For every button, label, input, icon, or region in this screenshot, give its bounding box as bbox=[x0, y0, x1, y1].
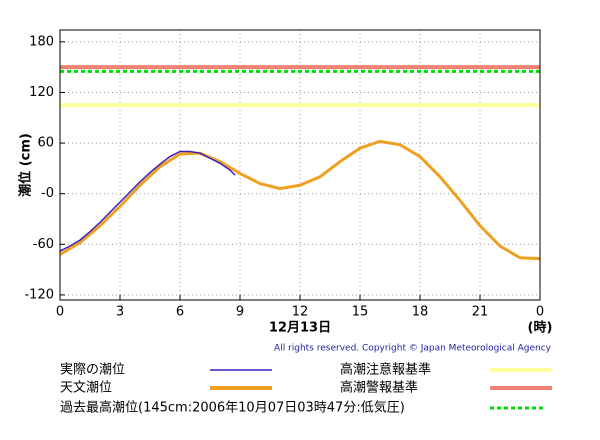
x-tick-label: 21 bbox=[472, 305, 489, 320]
y-axis-label: 潮位 (cm) bbox=[18, 133, 34, 197]
x-tick-label: 6 bbox=[176, 305, 184, 320]
legend-label: 実際の潮位 bbox=[60, 362, 125, 378]
legend-label: 高潮注意報基準 bbox=[340, 362, 431, 378]
y-tick-label: 120 bbox=[29, 85, 54, 100]
plot-frame bbox=[59, 29, 541, 301]
x-tick-label: 12 bbox=[292, 305, 309, 320]
x-tick-label: 18 bbox=[412, 305, 429, 320]
copyright: All rights reserved. Copyright © Japan M… bbox=[274, 344, 552, 354]
y-tick-label: 180 bbox=[29, 34, 54, 49]
x-axis-unit: (時) bbox=[528, 320, 553, 336]
x-axis-label: 12月13日 bbox=[269, 321, 331, 336]
y-tick-label: 60 bbox=[37, 136, 54, 151]
legend-label: 過去最高潮位(145cm:2006年10月07日03時47分:低気圧) bbox=[60, 400, 405, 416]
y-tick-label: -120 bbox=[24, 287, 54, 302]
x-tick-label: 9 bbox=[236, 305, 244, 320]
x-tick-label: 3 bbox=[116, 305, 124, 320]
y-tick-label: -0 bbox=[41, 186, 54, 201]
x-tick-label: 0 bbox=[536, 305, 544, 320]
legend-label: 天文潮位 bbox=[60, 381, 112, 396]
legend-label: 高潮警報基準 bbox=[340, 380, 418, 396]
x-tick-label: 0 bbox=[56, 305, 64, 320]
y-tick-label: -60 bbox=[33, 237, 54, 252]
x-tick-label: 15 bbox=[352, 305, 369, 320]
series-line bbox=[59, 150, 236, 252]
series-line bbox=[59, 139, 541, 261]
